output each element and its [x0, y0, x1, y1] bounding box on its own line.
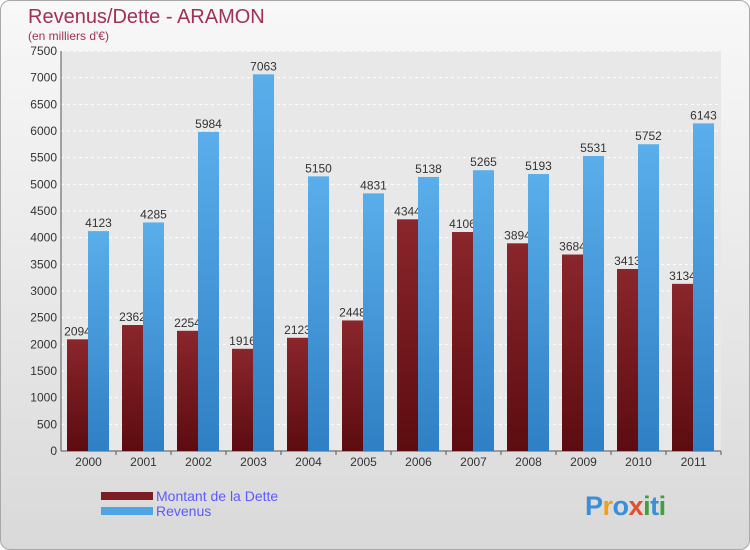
data-label-dette: 2448	[339, 305, 366, 319]
logo-letter: t	[650, 491, 659, 521]
data-label-dette: 4344	[394, 204, 421, 218]
data-label-dette: 2123	[284, 323, 311, 337]
bar-dette	[562, 254, 583, 451]
x-tick-label: 2008	[515, 455, 542, 469]
bar-revenus	[638, 144, 659, 451]
data-label-dette: 3684	[559, 240, 586, 254]
chart-title: Revenus/Dette - ARAMON	[28, 6, 265, 28]
y-tick-label: 500	[37, 417, 57, 431]
y-tick-label: 5000	[30, 177, 57, 191]
data-label-revenus: 5531	[580, 141, 607, 155]
y-tick-label: 3500	[30, 257, 57, 271]
bar-dette	[177, 330, 198, 451]
plot-area	[61, 51, 721, 451]
legend-label-dette: Montant de la Dette	[156, 487, 279, 504]
bar-revenus	[253, 74, 274, 451]
x-tick-label: 2002	[185, 455, 212, 469]
bar-dette	[287, 337, 308, 451]
bar-revenus	[528, 174, 549, 452]
bar-dette	[617, 268, 638, 451]
legend-item-revenus: Revenus	[101, 502, 278, 519]
data-label-dette: 3134	[669, 269, 696, 283]
y-tick-label: 7500	[30, 44, 57, 58]
logo-letter: r	[602, 491, 614, 521]
y-tick-label: 2500	[30, 311, 57, 325]
x-tick-label: 2009	[570, 455, 597, 469]
data-label-revenus: 4831	[360, 178, 387, 192]
legend-swatch-dette	[101, 491, 153, 500]
bar-revenus	[308, 176, 329, 452]
bar-dette	[672, 283, 693, 451]
data-label-revenus: 5752	[635, 129, 662, 143]
bar-revenus	[198, 131, 219, 451]
data-label-revenus: 4123	[85, 216, 112, 230]
bar-dette	[67, 339, 88, 451]
logo-letter: i	[658, 491, 667, 521]
bar-dette	[397, 219, 418, 451]
bar-dette	[342, 320, 363, 451]
y-tick-label: 3000	[30, 284, 57, 298]
x-tick-label: 2011	[681, 455, 707, 469]
logo-letter: x	[628, 491, 644, 521]
bar-revenus	[363, 193, 384, 451]
data-label-dette: 2094	[64, 324, 91, 338]
chart-subtitle: (en milliers d'€)	[28, 29, 109, 43]
x-tick-label: 2004	[295, 455, 322, 469]
y-tick-label: 6000	[30, 124, 57, 138]
bar-dette	[232, 348, 253, 451]
data-label-revenus: 4285	[140, 207, 167, 221]
data-label-dette: 3413	[614, 254, 641, 268]
x-tick-label: 2001	[130, 455, 157, 469]
bar-revenus	[583, 156, 604, 451]
legend-label-revenus: Revenus	[156, 502, 212, 519]
x-tick-label: 2010	[625, 455, 652, 469]
data-label-dette: 2362	[119, 310, 146, 324]
bar-dette	[122, 325, 143, 451]
y-tick-label: 6500	[30, 97, 57, 111]
bar-revenus	[143, 222, 164, 451]
data-label-revenus: 5138	[415, 162, 442, 176]
data-label-revenus: 6143	[690, 108, 717, 122]
x-tick-label: 2007	[460, 455, 487, 469]
bar-dette	[507, 243, 528, 451]
y-tick-label: 0	[50, 444, 57, 458]
y-tick-label: 1000	[30, 391, 57, 405]
bar-revenus	[88, 231, 109, 451]
logo-letter: i	[643, 491, 651, 521]
proxiti-logo: Proxiti	[585, 491, 666, 522]
y-tick-label: 1500	[30, 364, 57, 378]
legend: Montant de la Dette Revenus	[101, 487, 279, 519]
data-label-revenus: 5265	[470, 155, 497, 169]
data-label-revenus: 7063	[250, 59, 277, 73]
data-label-dette: 2254	[174, 316, 201, 330]
y-tick-label: 4000	[30, 231, 57, 245]
y-tick-label: 7000	[30, 71, 57, 85]
legend-item-dette: Montant de la Dette	[101, 487, 279, 504]
data-label-revenus: 5984	[195, 117, 222, 131]
x-tick-label: 2003	[240, 455, 267, 469]
data-label-dette: 3894	[504, 228, 531, 242]
bar-revenus	[418, 176, 439, 451]
data-label-revenus: 5193	[525, 159, 552, 173]
y-tick-label: 5500	[30, 151, 57, 165]
bar-revenus	[693, 123, 714, 451]
bar-dette	[452, 232, 473, 451]
bar-revenus	[473, 170, 494, 451]
data-label-dette: 4106	[449, 217, 476, 231]
logo-letter: P	[585, 491, 603, 521]
logo-letter: o	[612, 491, 630, 521]
legend-swatch-revenus	[101, 506, 153, 515]
x-tick-label: 2000	[75, 455, 102, 469]
y-tick-label: 2000	[30, 337, 57, 351]
x-tick-label: 2006	[405, 455, 432, 469]
data-label-revenus: 5150	[305, 161, 332, 175]
y-tick-label: 4500	[30, 204, 57, 218]
data-label-dette: 1916	[229, 334, 256, 348]
x-tick-label: 2005	[350, 455, 377, 469]
